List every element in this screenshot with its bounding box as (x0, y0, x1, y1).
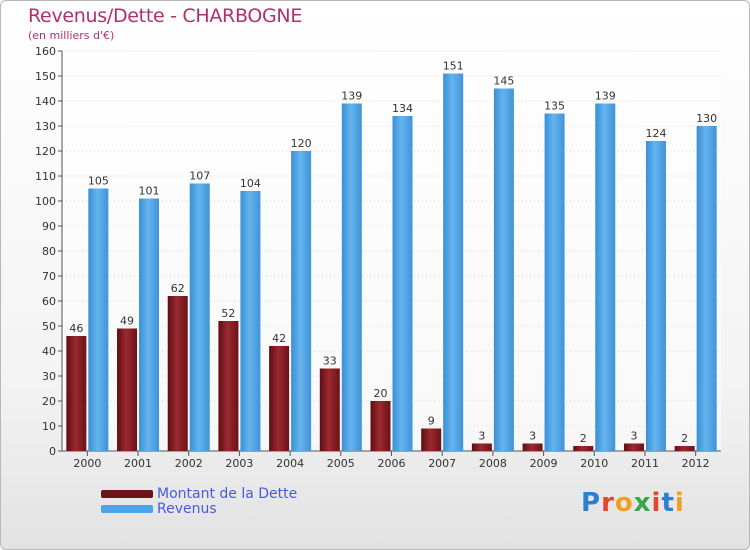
bar-debt (421, 428, 442, 451)
x-tick-label: 2010 (580, 457, 608, 470)
bar-debt (522, 443, 543, 451)
bar-revenue (240, 191, 261, 451)
bar-debt (623, 443, 644, 451)
y-tick-label: 150 (35, 70, 56, 83)
data-label-debt: 3 (630, 430, 637, 443)
x-tick-label: 2008 (479, 457, 507, 470)
x-tick-label: 2003 (225, 457, 253, 470)
x-tick-label: 2011 (631, 457, 659, 470)
logo-letter: i (674, 488, 685, 518)
proxiti-logo: Proxiti (581, 488, 685, 518)
bar-debt (471, 443, 492, 451)
bar-revenue (189, 183, 210, 451)
data-label-debt: 52 (221, 307, 235, 320)
x-tick-label: 2009 (530, 457, 558, 470)
chart-title: Revenus/Dette - CHARBOGNE (28, 5, 303, 27)
bar-revenue (392, 116, 413, 451)
bar-debt (269, 346, 290, 451)
data-label-revenue: 101 (139, 185, 160, 198)
data-label-revenue: 104 (240, 177, 261, 190)
data-label-debt: 3 (529, 430, 536, 443)
bar-debt (66, 336, 87, 451)
x-tick-label: 2007 (428, 457, 456, 470)
data-label-debt: 20 (374, 387, 388, 400)
data-label-revenue: 145 (493, 75, 514, 88)
data-label-revenue: 151 (443, 60, 464, 73)
data-label-debt: 42 (272, 332, 286, 345)
data-label-debt: 46 (69, 322, 83, 335)
data-label-debt: 62 (171, 282, 185, 295)
data-label-revenue: 139 (341, 90, 362, 103)
x-tick-label: 2012 (682, 457, 710, 470)
bar-revenue (88, 188, 109, 451)
data-label-revenue: 139 (595, 90, 616, 103)
y-tick-label: 100 (35, 195, 56, 208)
y-tick-label: 110 (35, 170, 56, 183)
y-tick-label: 70 (42, 270, 56, 283)
y-tick-label: 30 (42, 370, 56, 383)
data-label-revenue: 130 (696, 112, 717, 125)
data-label-revenue: 135 (544, 100, 565, 113)
logo-letter: i (651, 488, 662, 518)
x-tick-label: 2004 (276, 457, 304, 470)
bar-debt (117, 328, 138, 451)
legend-label-debt: Montant de la Dette (157, 486, 298, 502)
legend-swatch-debt (101, 490, 153, 498)
data-label-revenue: 124 (645, 127, 666, 140)
x-tick-label: 2005 (327, 457, 355, 470)
data-label-debt: 33 (323, 355, 337, 368)
y-tick-label: 10 (42, 420, 56, 433)
logo-letter: x (633, 488, 652, 518)
y-tick-label: 60 (42, 295, 56, 308)
bar-revenue (443, 73, 464, 451)
data-label-revenue: 120 (291, 137, 312, 150)
data-label-revenue: 107 (189, 170, 210, 183)
logo-letter: o (614, 488, 634, 518)
logo-letter: r (601, 488, 615, 518)
bar-revenue (645, 141, 666, 451)
bar-revenue (291, 151, 312, 451)
bar-revenue (595, 103, 616, 451)
data-label-debt: 3 (478, 430, 485, 443)
bar-debt (674, 446, 695, 451)
legend-label-revenue: Revenus (157, 501, 217, 517)
bar-revenue (544, 113, 565, 451)
y-tick-label: 50 (42, 320, 56, 333)
y-tick-label: 140 (35, 95, 56, 108)
y-tick-label: 130 (35, 120, 56, 133)
bar-debt (573, 446, 594, 451)
data-label-debt: 49 (120, 315, 134, 328)
bar-revenue (341, 103, 362, 451)
y-tick-label: 90 (42, 220, 56, 233)
y-tick-label: 120 (35, 145, 56, 158)
bar-debt (319, 368, 340, 451)
chart-subtitle: (en milliers d'€) (28, 29, 115, 42)
y-tick-label: 0 (49, 445, 56, 458)
data-label-debt: 9 (428, 415, 435, 428)
x-tick-label: 2000 (73, 457, 101, 470)
y-tick-label: 160 (35, 45, 56, 58)
logo-letter: P (581, 488, 602, 518)
data-label-debt: 2 (580, 432, 587, 445)
bar-revenue (139, 198, 160, 451)
bar-revenue (493, 88, 514, 451)
y-tick-label: 20 (42, 395, 56, 408)
bar-revenue (696, 126, 717, 451)
data-label-revenue: 134 (392, 102, 413, 115)
x-tick-label: 2002 (175, 457, 203, 470)
bar-debt (370, 401, 391, 451)
y-tick-label: 40 (42, 345, 56, 358)
data-label-debt: 2 (681, 432, 688, 445)
x-tick-label: 2006 (378, 457, 406, 470)
data-label-revenue: 105 (88, 175, 109, 188)
y-tick-label: 80 (42, 245, 56, 258)
legend-swatch-revenue (101, 505, 153, 513)
x-tick-label: 2001 (124, 457, 152, 470)
bar-debt (167, 296, 188, 451)
bar-debt (218, 321, 239, 451)
logo-letter: t (661, 488, 675, 518)
